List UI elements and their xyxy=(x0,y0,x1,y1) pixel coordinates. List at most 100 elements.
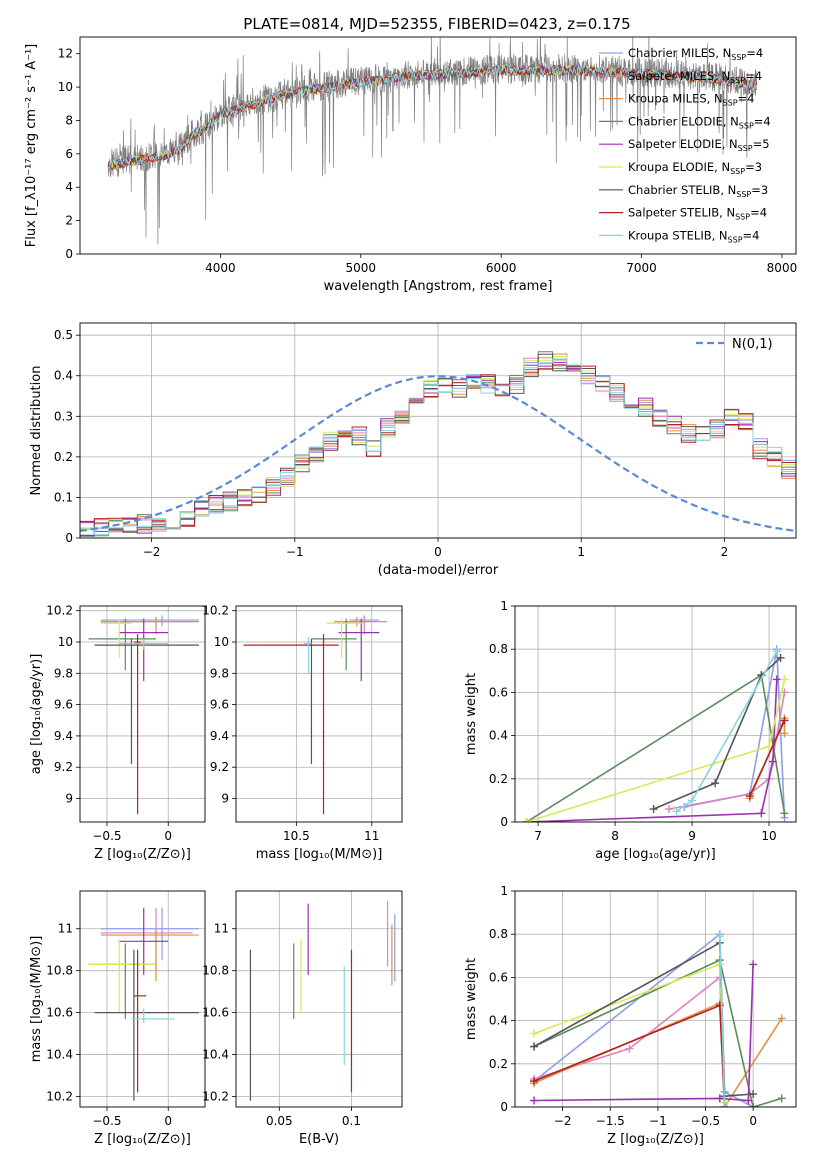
y-axis-label: mass weight xyxy=(464,958,479,1040)
x-tick-label: 7 xyxy=(534,829,542,843)
plot-frame xyxy=(79,890,206,1108)
x-tick-label: 0 xyxy=(749,1114,757,1128)
y-tick-label: 10 xyxy=(58,635,73,649)
plot-frame xyxy=(79,36,797,255)
y-tick-label: 0.2 xyxy=(489,772,508,786)
x-tick-label: 0 xyxy=(434,545,442,559)
mass-weight-marker xyxy=(749,1090,758,1099)
mass-weight-marker xyxy=(688,796,697,805)
mass-weight-marker xyxy=(780,716,789,725)
y-tick-label: 9.8 xyxy=(210,666,229,680)
y-tick-label: 9 xyxy=(65,792,73,806)
mass-weight-marker xyxy=(530,1042,539,1051)
y-tick-label: 1 xyxy=(500,884,508,898)
y-tick-label: 1 xyxy=(500,599,508,613)
y-tick-label: 2 xyxy=(65,214,73,228)
mass-weight-marker xyxy=(720,1103,729,1107)
y-tick-label: 0.6 xyxy=(489,970,508,984)
mass-weight-marker xyxy=(780,729,789,738)
age-vs-metallicity-panel: −0.5 0 9 9.2 9.4 9.6 9.8 10 10.2 Z [log₁₀(Z/Z⊙)] a… xyxy=(29,604,206,862)
x-tick-label: 10.5 xyxy=(283,829,310,843)
y-tick-label: 9 xyxy=(221,792,229,806)
residual-histogram-step xyxy=(80,358,796,536)
mass-weight-marker xyxy=(749,960,758,969)
mass-weight-vs-metallicity-panel: −2 −1.5 −1 −0.5 0 0 0.2 0.4 0.6 0.8 1 Z [log₁₀(Z/Z⊙… xyxy=(464,884,797,1147)
mass-weight-marker xyxy=(711,779,720,788)
y-tick-label: 9.2 xyxy=(210,760,229,774)
x-tick-label: −0.5 xyxy=(691,1114,720,1128)
grid-lines xyxy=(80,606,205,822)
y-tick-label: 9.4 xyxy=(54,729,73,743)
y-tick-label: 9.6 xyxy=(210,698,229,712)
y-tick-label: 0 xyxy=(65,531,73,545)
x-tick-label: 8 xyxy=(611,829,619,843)
x-tick-label: 0 xyxy=(164,829,172,843)
y-tick-label: 10.2 xyxy=(46,1090,73,1104)
spectrum-panel: 4000 5000 6000 7000 8000 0 2 4 6 8 10 12 wavelength … xyxy=(24,36,798,294)
model-spectrum-line xyxy=(107,64,757,169)
y-tick-label: 0 xyxy=(500,1100,508,1114)
y-tick-label: 10 xyxy=(58,80,73,94)
mass-weight-marker xyxy=(625,1044,634,1053)
x-axis-label: mass [log₁₀(M/M⊙)] xyxy=(256,847,383,862)
y-tick-label: 0 xyxy=(500,815,508,829)
x-axis-label: Z [log₁₀(Z/Z⊙)] xyxy=(94,847,191,862)
y-tick-label: 10.4 xyxy=(46,1048,73,1062)
figure-title: PLATE=0814, MJD=52355, FIBERID=0423, z=0… xyxy=(243,15,630,33)
mass-weight-marker xyxy=(664,805,673,814)
x-tick-label: −1 xyxy=(286,545,304,559)
x-axis-label: Z [log₁₀(Z/Z⊙)] xyxy=(607,1132,704,1147)
y-axis-label: mass [log₁₀(M/M⊙)] xyxy=(29,936,44,1063)
x-tick-label: −2 xyxy=(143,545,161,559)
x-tick-label: 8000 xyxy=(767,261,798,275)
x-tick-label: 11 xyxy=(364,829,379,843)
y-axis-label: Flux [f_λ10⁻¹⁷ erg cm⁻² s⁻¹ A⁻¹] xyxy=(24,44,39,248)
y-tick-label: 0.5 xyxy=(54,328,73,342)
legend-entry: Kroupa STELIB, NSSP=4 xyxy=(628,228,759,244)
x-tick-label: 0 xyxy=(164,1114,172,1128)
x-tick-label: 0.1 xyxy=(342,1114,361,1128)
mass-weight-marker xyxy=(768,757,777,766)
x-tick-label: 6000 xyxy=(486,261,517,275)
y-tick-label: 10.4 xyxy=(202,1048,229,1062)
y-tick-label: 10.2 xyxy=(202,604,229,618)
y-tick-label: 10.8 xyxy=(202,964,229,978)
x-tick-label: −0.5 xyxy=(92,829,121,843)
mass-weight-marker xyxy=(530,1096,539,1105)
y-tick-label: 10.6 xyxy=(202,1006,229,1020)
x-tick-label: 4000 xyxy=(205,261,236,275)
y-tick-label: 10.8 xyxy=(46,964,73,978)
mass-weight-marker xyxy=(744,1096,753,1105)
y-tick-label: 4 xyxy=(65,180,73,194)
y-tick-label: 0.2 xyxy=(489,1057,508,1071)
mass-weight-marker xyxy=(530,1077,539,1086)
x-axis-label: age [log₁₀(age/yr)] xyxy=(595,847,716,862)
legend-entry: N(0,1) xyxy=(732,337,773,352)
mass-weight-vs-age-panel: 7 8 9 10 0 0.2 0.4 0.6 0.8 1 age [log₁₀(age/yr)] ma… xyxy=(464,599,797,862)
mass-weight-line xyxy=(719,936,726,1107)
y-tick-label: 6 xyxy=(65,147,73,161)
x-tick-label: −2 xyxy=(554,1114,572,1128)
plot-frame xyxy=(235,890,403,1108)
x-axis-label: Z [log₁₀(Z/Z⊙)] xyxy=(94,1132,191,1147)
y-tick-label: 0.4 xyxy=(489,729,508,743)
y-axis-label: age [log₁₀(age/yr)] xyxy=(29,654,44,775)
y-tick-label: 0.8 xyxy=(489,927,508,941)
mass-weight-marker xyxy=(777,1014,786,1023)
mass-weight-marker xyxy=(715,932,724,941)
mass-weight-marker xyxy=(772,675,781,684)
x-tick-label: −0.5 xyxy=(92,1114,121,1128)
x-tick-label: 5000 xyxy=(346,261,377,275)
plot-frame xyxy=(79,322,797,539)
plot-frame xyxy=(79,605,206,823)
y-tick-label: 9.8 xyxy=(54,666,73,680)
y-tick-label: 0.1 xyxy=(54,490,73,504)
legend-entry: Chabrier MILES, NSSP=4 xyxy=(628,46,763,62)
mass-weight-line xyxy=(534,964,754,1102)
x-tick-label: 9 xyxy=(688,829,696,843)
mass-weight-marker xyxy=(757,809,766,818)
x-axis-label: wavelength [Angstrom, rest frame] xyxy=(324,279,553,294)
spectrum-legend: Chabrier MILES, NSSP=4 Salpeter MILES, NS… xyxy=(599,46,771,244)
y-tick-label: 10 xyxy=(214,635,229,649)
